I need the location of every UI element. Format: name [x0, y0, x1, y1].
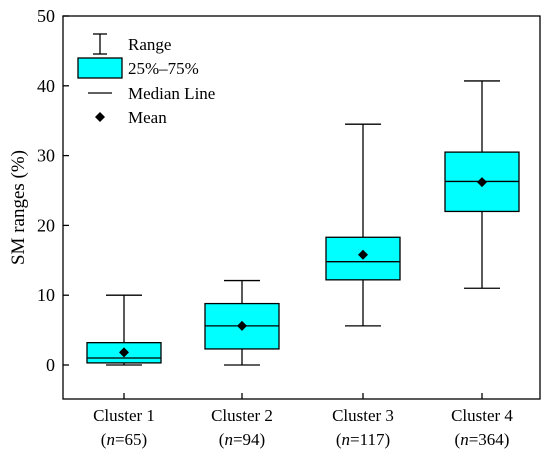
category-count-label: (n=364)	[455, 430, 510, 449]
legend-label: Median Line	[128, 84, 215, 103]
category-label: Cluster 3	[332, 406, 394, 425]
y-tick-label: 40	[37, 76, 55, 96]
category-count-label: (n=65)	[101, 430, 147, 449]
count-value: =117)	[350, 430, 390, 449]
y-axis-title: SM ranges (%)	[8, 150, 29, 265]
legend: Range 25%–75% Median Line Mean	[77, 33, 215, 127]
legend-item-box: 25%–75%	[77, 57, 199, 79]
count-variable: n	[106, 430, 115, 449]
y-tick-label: 10	[37, 285, 55, 305]
legend-label: 25%–75%	[128, 59, 199, 78]
mean-marker	[358, 249, 368, 260]
count-open-paren: (	[219, 430, 225, 449]
y-tick-label: 50	[37, 6, 55, 26]
count-open-paren: (	[336, 430, 342, 449]
box-group-cluster-4: Cluster 4 (n=364)	[444, 80, 520, 449]
mean-marker	[237, 320, 247, 331]
legend-item-range: Range	[93, 33, 171, 55]
plot-frame	[62, 15, 541, 400]
count-open-paren: (	[101, 430, 107, 449]
box-group-cluster-3: Cluster 3 (n=117)	[325, 123, 401, 449]
count-value: =94)	[233, 430, 265, 449]
legend-label: Mean	[128, 108, 167, 127]
category-label: Cluster 4	[451, 406, 513, 425]
category-count-label: (n=94)	[219, 430, 265, 449]
mean-marker	[119, 347, 129, 358]
count-open-paren: (	[455, 430, 461, 449]
legend-box-icon	[77, 57, 123, 79]
count-variable: n	[342, 430, 351, 449]
y-tick-label: 30	[37, 146, 55, 166]
y-tick-label: 20	[37, 215, 55, 235]
category-label: Cluster 2	[211, 406, 273, 425]
legend-mean-icon	[95, 112, 105, 122]
count-value: =364)	[469, 430, 510, 449]
category-count-label: (n=117)	[336, 430, 390, 449]
mean-marker	[477, 177, 487, 188]
category-label: Cluster 1	[93, 406, 155, 425]
legend-label: Range	[128, 35, 171, 54]
y-tick-label: 0	[46, 355, 55, 375]
box-group-cluster-1: Cluster 1 (n=65)	[86, 294, 162, 449]
count-variable: n	[224, 430, 233, 449]
legend-item-median: Median Line	[88, 84, 215, 103]
box-group-cluster-2: Cluster 2 (n=94)	[204, 279, 280, 449]
count-value: =65)	[115, 430, 147, 449]
count-variable: n	[460, 430, 469, 449]
legend-item-mean: Mean	[95, 108, 167, 127]
